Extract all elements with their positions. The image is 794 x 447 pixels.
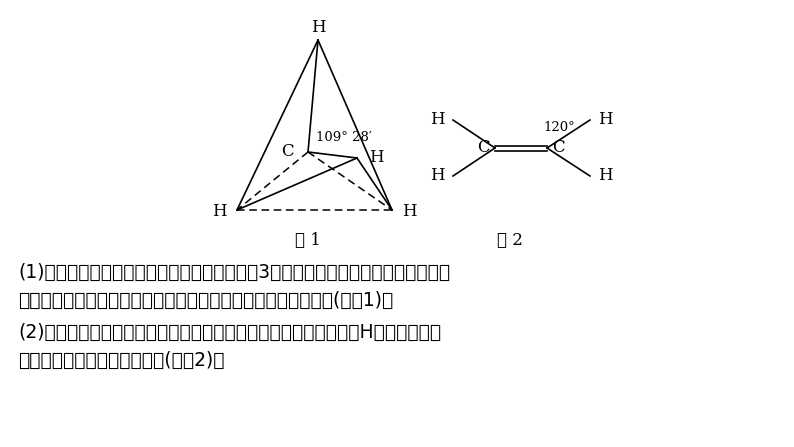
Text: H: H	[598, 111, 613, 128]
Text: 图 2: 图 2	[497, 232, 523, 249]
Text: C: C	[477, 139, 490, 156]
Text: 机物中的所有原子仍然共平面(如图2)。: 机物中的所有原子仍然共平面(如图2)。	[18, 351, 225, 370]
Text: 109° 28′: 109° 28′	[316, 131, 372, 144]
Text: H: H	[598, 168, 613, 185]
Text: H: H	[369, 149, 384, 166]
Text: (2)乙烯分子中所有原子一定共平面，若用其他原子代替其中的任何H原子，所得有: (2)乙烯分子中所有原子一定共平面，若用其他原子代替其中的任何H原子，所得有	[18, 323, 441, 342]
Text: 图 1: 图 1	[295, 232, 321, 249]
Text: C: C	[552, 139, 565, 156]
Text: H: H	[310, 19, 326, 36]
Text: H: H	[430, 111, 445, 128]
Text: H: H	[402, 203, 417, 220]
Text: H: H	[212, 203, 227, 220]
Text: 120°: 120°	[543, 121, 575, 134]
Text: 原子若以四个单键与其他原子相连，则所有原子一定不能共平面(如图1)。: 原子若以四个单键与其他原子相连，则所有原子一定不能共平面(如图1)。	[18, 291, 393, 310]
Text: (1)甲烷分子中所有原子一定不共平面，最多有3个原子处在一个平面上，即分子中碳: (1)甲烷分子中所有原子一定不共平面，最多有3个原子处在一个平面上，即分子中碳	[18, 263, 450, 282]
Text: C: C	[281, 143, 294, 160]
Text: H: H	[430, 168, 445, 185]
